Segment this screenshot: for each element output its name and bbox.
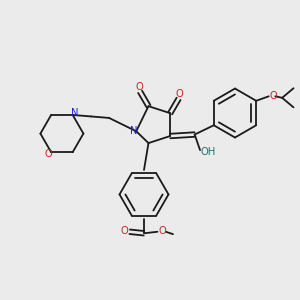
Text: O: O [136,82,143,92]
Text: O: O [158,226,166,236]
Text: O: O [175,89,183,99]
Text: O: O [121,226,128,236]
Text: N: N [130,126,137,136]
Text: N: N [71,109,79,118]
Text: OH: OH [201,147,216,157]
Text: O: O [44,149,52,159]
Text: O: O [269,91,277,101]
